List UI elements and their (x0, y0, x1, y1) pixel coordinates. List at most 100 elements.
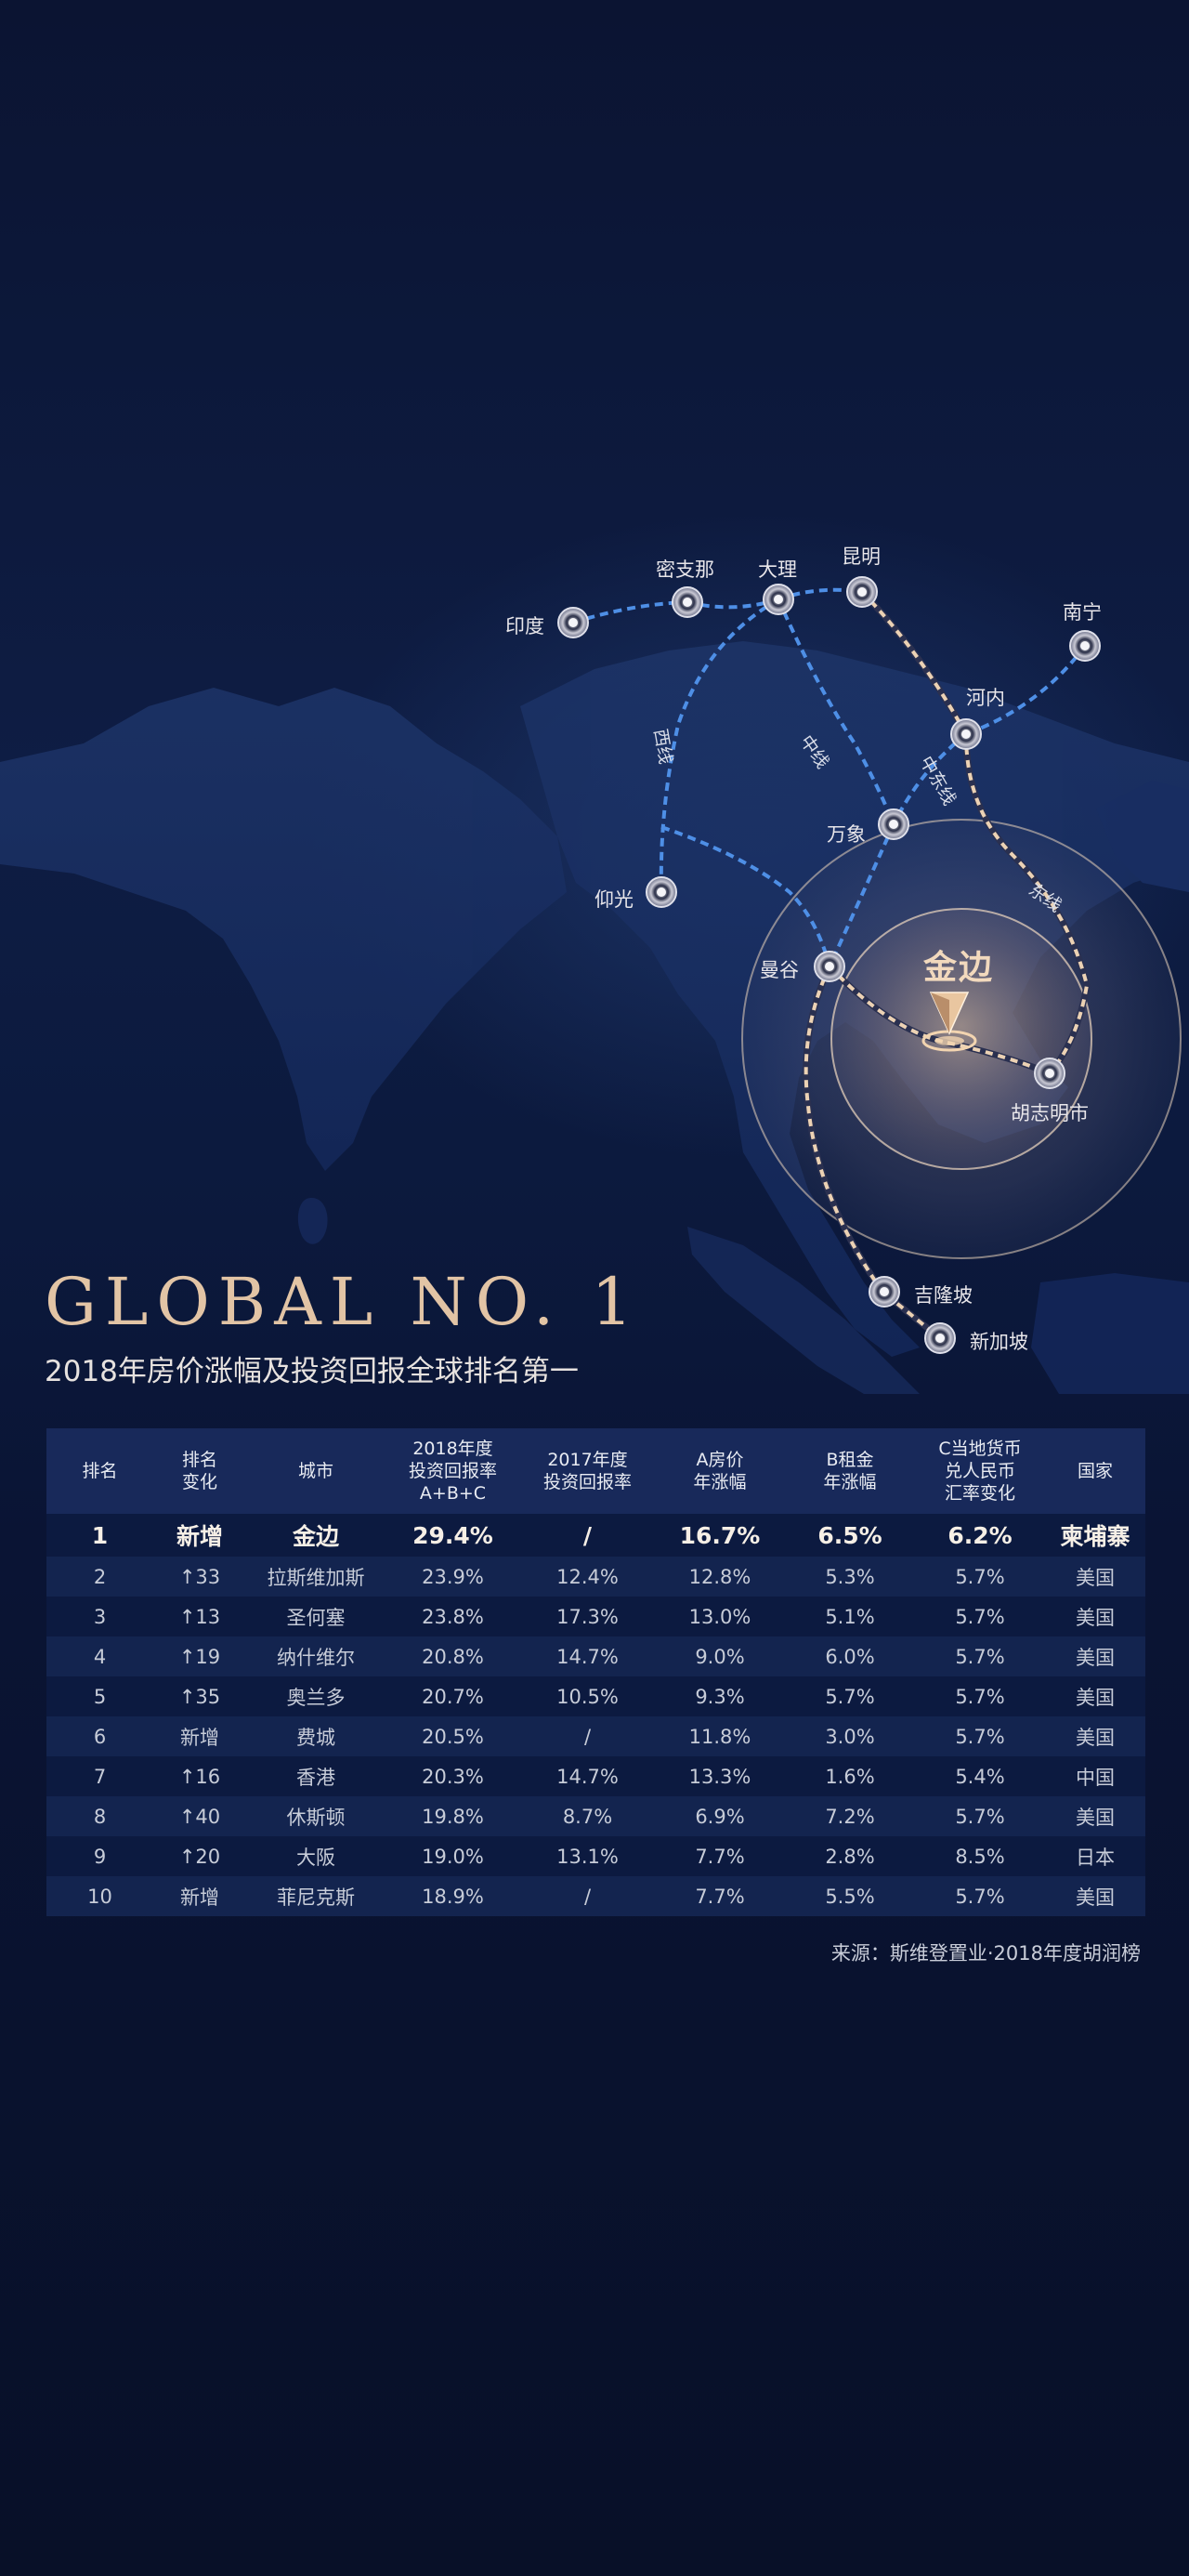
table-cell-change: ↑20 (153, 1836, 246, 1876)
city-node-singapore (924, 1322, 956, 1354)
table-cell-city: 休斯顿 (246, 1796, 385, 1836)
table-cell-change: ↑16 (153, 1756, 246, 1796)
table-cell-country: 美国 (1045, 1557, 1145, 1597)
table-cell-rent: 5.3% (785, 1557, 915, 1597)
city-label-bangkok: 曼谷 (760, 959, 799, 981)
table-cell-rank: 9 (46, 1836, 153, 1876)
table-row: 9 ↑20 大阪 19.0% 13.1% 7.7% 2.8% 8.5% 日本 (46, 1836, 1145, 1876)
table-cell-price: 12.8% (655, 1557, 785, 1597)
route-east-line (964, 733, 1090, 1075)
table-cell-price: 13.0% (655, 1597, 785, 1636)
table-cell-country: 美国 (1045, 1796, 1145, 1836)
page-title: GLOBAL NO. 1 (45, 1264, 642, 1340)
table-cell-country: 美国 (1045, 1597, 1145, 1636)
table-cell-r2018: 19.8% (385, 1796, 520, 1836)
table-cell-city: 费城 (246, 1716, 385, 1756)
table-cell-change: 新增 (153, 1876, 246, 1916)
table-row: 10 新增 菲尼克斯 18.9%/7.7% 5.5% 5.7% 美国 (46, 1876, 1145, 1916)
table-cell-country: 美国 (1045, 1636, 1145, 1676)
table-cell-price: 7.7% (655, 1836, 785, 1876)
column-header-r2018: 2018年度 投资回报率 A+B+C (385, 1428, 520, 1514)
city-label-hcmc: 胡志明市 (1011, 1102, 1089, 1124)
column-header-change: 排名 变化 (153, 1428, 246, 1514)
route-west-bangkok (660, 825, 831, 967)
column-header-price: A房价 年涨幅 (655, 1428, 785, 1514)
city-label-yangon: 仰光 (594, 888, 634, 911)
table-cell-price: 16.7% (655, 1514, 785, 1557)
table-cell-rank: 2 (46, 1557, 153, 1597)
route-map (0, 576, 1189, 1394)
table-cell-city: 大阪 (246, 1836, 385, 1876)
table-cell-city: 金边 (246, 1514, 385, 1557)
column-header-fx: C当地货币 兑人民币 汇率变化 (915, 1428, 1045, 1514)
table-cell-rent: 5.1% (785, 1597, 915, 1636)
city-label-kl: 吉隆坡 (914, 1284, 973, 1307)
table-cell-rent: 1.6% (785, 1756, 915, 1796)
city-label-india: 印度 (505, 615, 544, 637)
route-myitkyina-dali (686, 598, 779, 610)
route-kunming-hanoi (860, 590, 968, 735)
table-cell-country: 美国 (1045, 1716, 1145, 1756)
column-header-city: 城市 (246, 1428, 385, 1514)
table-row: 8 ↑40 休斯顿 19.8% 8.7% 6.9% 7.2% 5.7% 美国 (46, 1796, 1145, 1836)
table-cell-fx: 8.5% (915, 1836, 1045, 1876)
table-cell-rank: 7 (46, 1756, 153, 1796)
column-header-rent: B租金 年涨幅 (785, 1428, 915, 1514)
city-node-hanoi (950, 718, 982, 750)
table-cell-r2017: 8.7% (520, 1796, 655, 1836)
table-cell-r2018: 23.9% (385, 1557, 520, 1597)
table-cell-fx: 5.7% (915, 1716, 1045, 1756)
table-cell-r2018: 19.0% (385, 1836, 520, 1876)
route-india-myitkyina (572, 600, 688, 624)
table-cell-country: 中国 (1045, 1756, 1145, 1796)
city-label-myitkyina: 密支那 (656, 559, 714, 581)
column-header-rank: 排名 (46, 1428, 153, 1514)
table-cell-r2017: / (520, 1514, 655, 1557)
city-label-singapore: 新加坡 (970, 1331, 1028, 1353)
table-cell-city: 香港 (246, 1756, 385, 1796)
table-cell-city: 奥兰多 (246, 1676, 385, 1716)
table-cell-price: 11.8% (655, 1716, 785, 1756)
table-cell-city: 拉斯维加斯 (246, 1557, 385, 1597)
table-cell-rank: 1 (46, 1514, 153, 1557)
table-cell-rank: 8 (46, 1796, 153, 1836)
srilanka-land (297, 1198, 328, 1244)
table-cell-r2018: 18.9% (385, 1876, 520, 1916)
city-node-vientiane (878, 808, 909, 840)
table-cell-country: 柬埔寨 (1045, 1514, 1145, 1557)
column-header-r2017: 2017年度 投资回报率 (520, 1428, 655, 1514)
table-row: 5 ↑35 奥兰多 20.7% 10.5% 9.3% 5.7% 5.7% 美国 (46, 1676, 1145, 1716)
table-cell-country: 美国 (1045, 1876, 1145, 1916)
table-cell-rent: 5.5% (785, 1876, 915, 1916)
table-cell-r2018: 20.3% (385, 1756, 520, 1796)
table-cell-change: ↑35 (153, 1676, 246, 1716)
sumatra-land (687, 1227, 920, 1394)
hero-city-label: 金边 (923, 949, 995, 987)
table-cell-fx: 6.2% (915, 1514, 1045, 1557)
table-cell-r2017: 14.7% (520, 1636, 655, 1676)
city-node-kl (869, 1276, 900, 1308)
city-label-kunming: 昆明 (842, 545, 881, 568)
table-cell-r2018: 20.8% (385, 1636, 520, 1676)
table-cell-change: 新增 (153, 1716, 246, 1756)
page-subtitle: 2018年房价涨幅及投资回报全球排名第一 (45, 1355, 579, 1388)
table-cell-price: 9.3% (655, 1676, 785, 1716)
table-row: 4 ↑19 纳什维尔 20.8% 14.7% 9.0% 6.0% 5.7% 美国 (46, 1636, 1145, 1676)
table-header-row: 排名 排名 变化 城市 2018年度 投资回报率 A+B+C 2017年度 投资回报率 A房价 年涨… (46, 1428, 1145, 1514)
route-bangkok-singapore (804, 966, 942, 1340)
table-cell-fx: 5.7% (915, 1796, 1045, 1836)
city-node-kunming (846, 576, 878, 608)
route-nanning-hanoi (965, 644, 1087, 736)
source-note: 来源：斯维登置业·2018年度胡润榜 (830, 1942, 1141, 1965)
table-cell-fx: 5.7% (915, 1876, 1045, 1916)
table-cell-r2018: 23.8% (385, 1597, 520, 1636)
table-row: 7 ↑16 香港 20.3% 14.7% 13.3% 1.6% 5.4% 中国 (46, 1756, 1145, 1796)
table-cell-r2018: 29.4% (385, 1514, 520, 1557)
city-node-nanning (1069, 630, 1101, 662)
table-cell-price: 6.9% (655, 1796, 785, 1836)
phnom-penh-marker (921, 992, 977, 1052)
table-cell-r2017: 13.1% (520, 1836, 655, 1876)
table-cell-r2017: / (520, 1876, 655, 1916)
table-cell-change: ↑33 (153, 1557, 246, 1597)
table-cell-change: 新增 (153, 1514, 246, 1557)
